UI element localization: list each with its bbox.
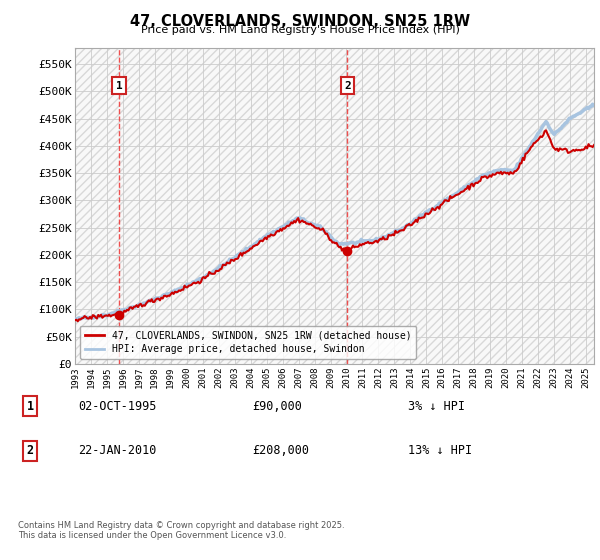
Text: 22-JAN-2010: 22-JAN-2010: [78, 444, 157, 458]
Text: £208,000: £208,000: [252, 444, 309, 458]
Text: Price paid vs. HM Land Registry's House Price Index (HPI): Price paid vs. HM Land Registry's House …: [140, 25, 460, 35]
Text: 1: 1: [26, 399, 34, 413]
Text: 47, CLOVERLANDS, SWINDON, SN25 1RW: 47, CLOVERLANDS, SWINDON, SN25 1RW: [130, 14, 470, 29]
Text: 13% ↓ HPI: 13% ↓ HPI: [408, 444, 472, 458]
Text: 2: 2: [344, 81, 350, 91]
Text: 2: 2: [26, 444, 34, 458]
Text: 1: 1: [116, 81, 122, 91]
Legend: 47, CLOVERLANDS, SWINDON, SN25 1RW (detached house), HPI: Average price, detache: 47, CLOVERLANDS, SWINDON, SN25 1RW (deta…: [80, 325, 416, 359]
Text: 02-OCT-1995: 02-OCT-1995: [78, 399, 157, 413]
Text: Contains HM Land Registry data © Crown copyright and database right 2025.
This d: Contains HM Land Registry data © Crown c…: [18, 521, 344, 540]
Text: £90,000: £90,000: [252, 399, 302, 413]
Text: 3% ↓ HPI: 3% ↓ HPI: [408, 399, 465, 413]
